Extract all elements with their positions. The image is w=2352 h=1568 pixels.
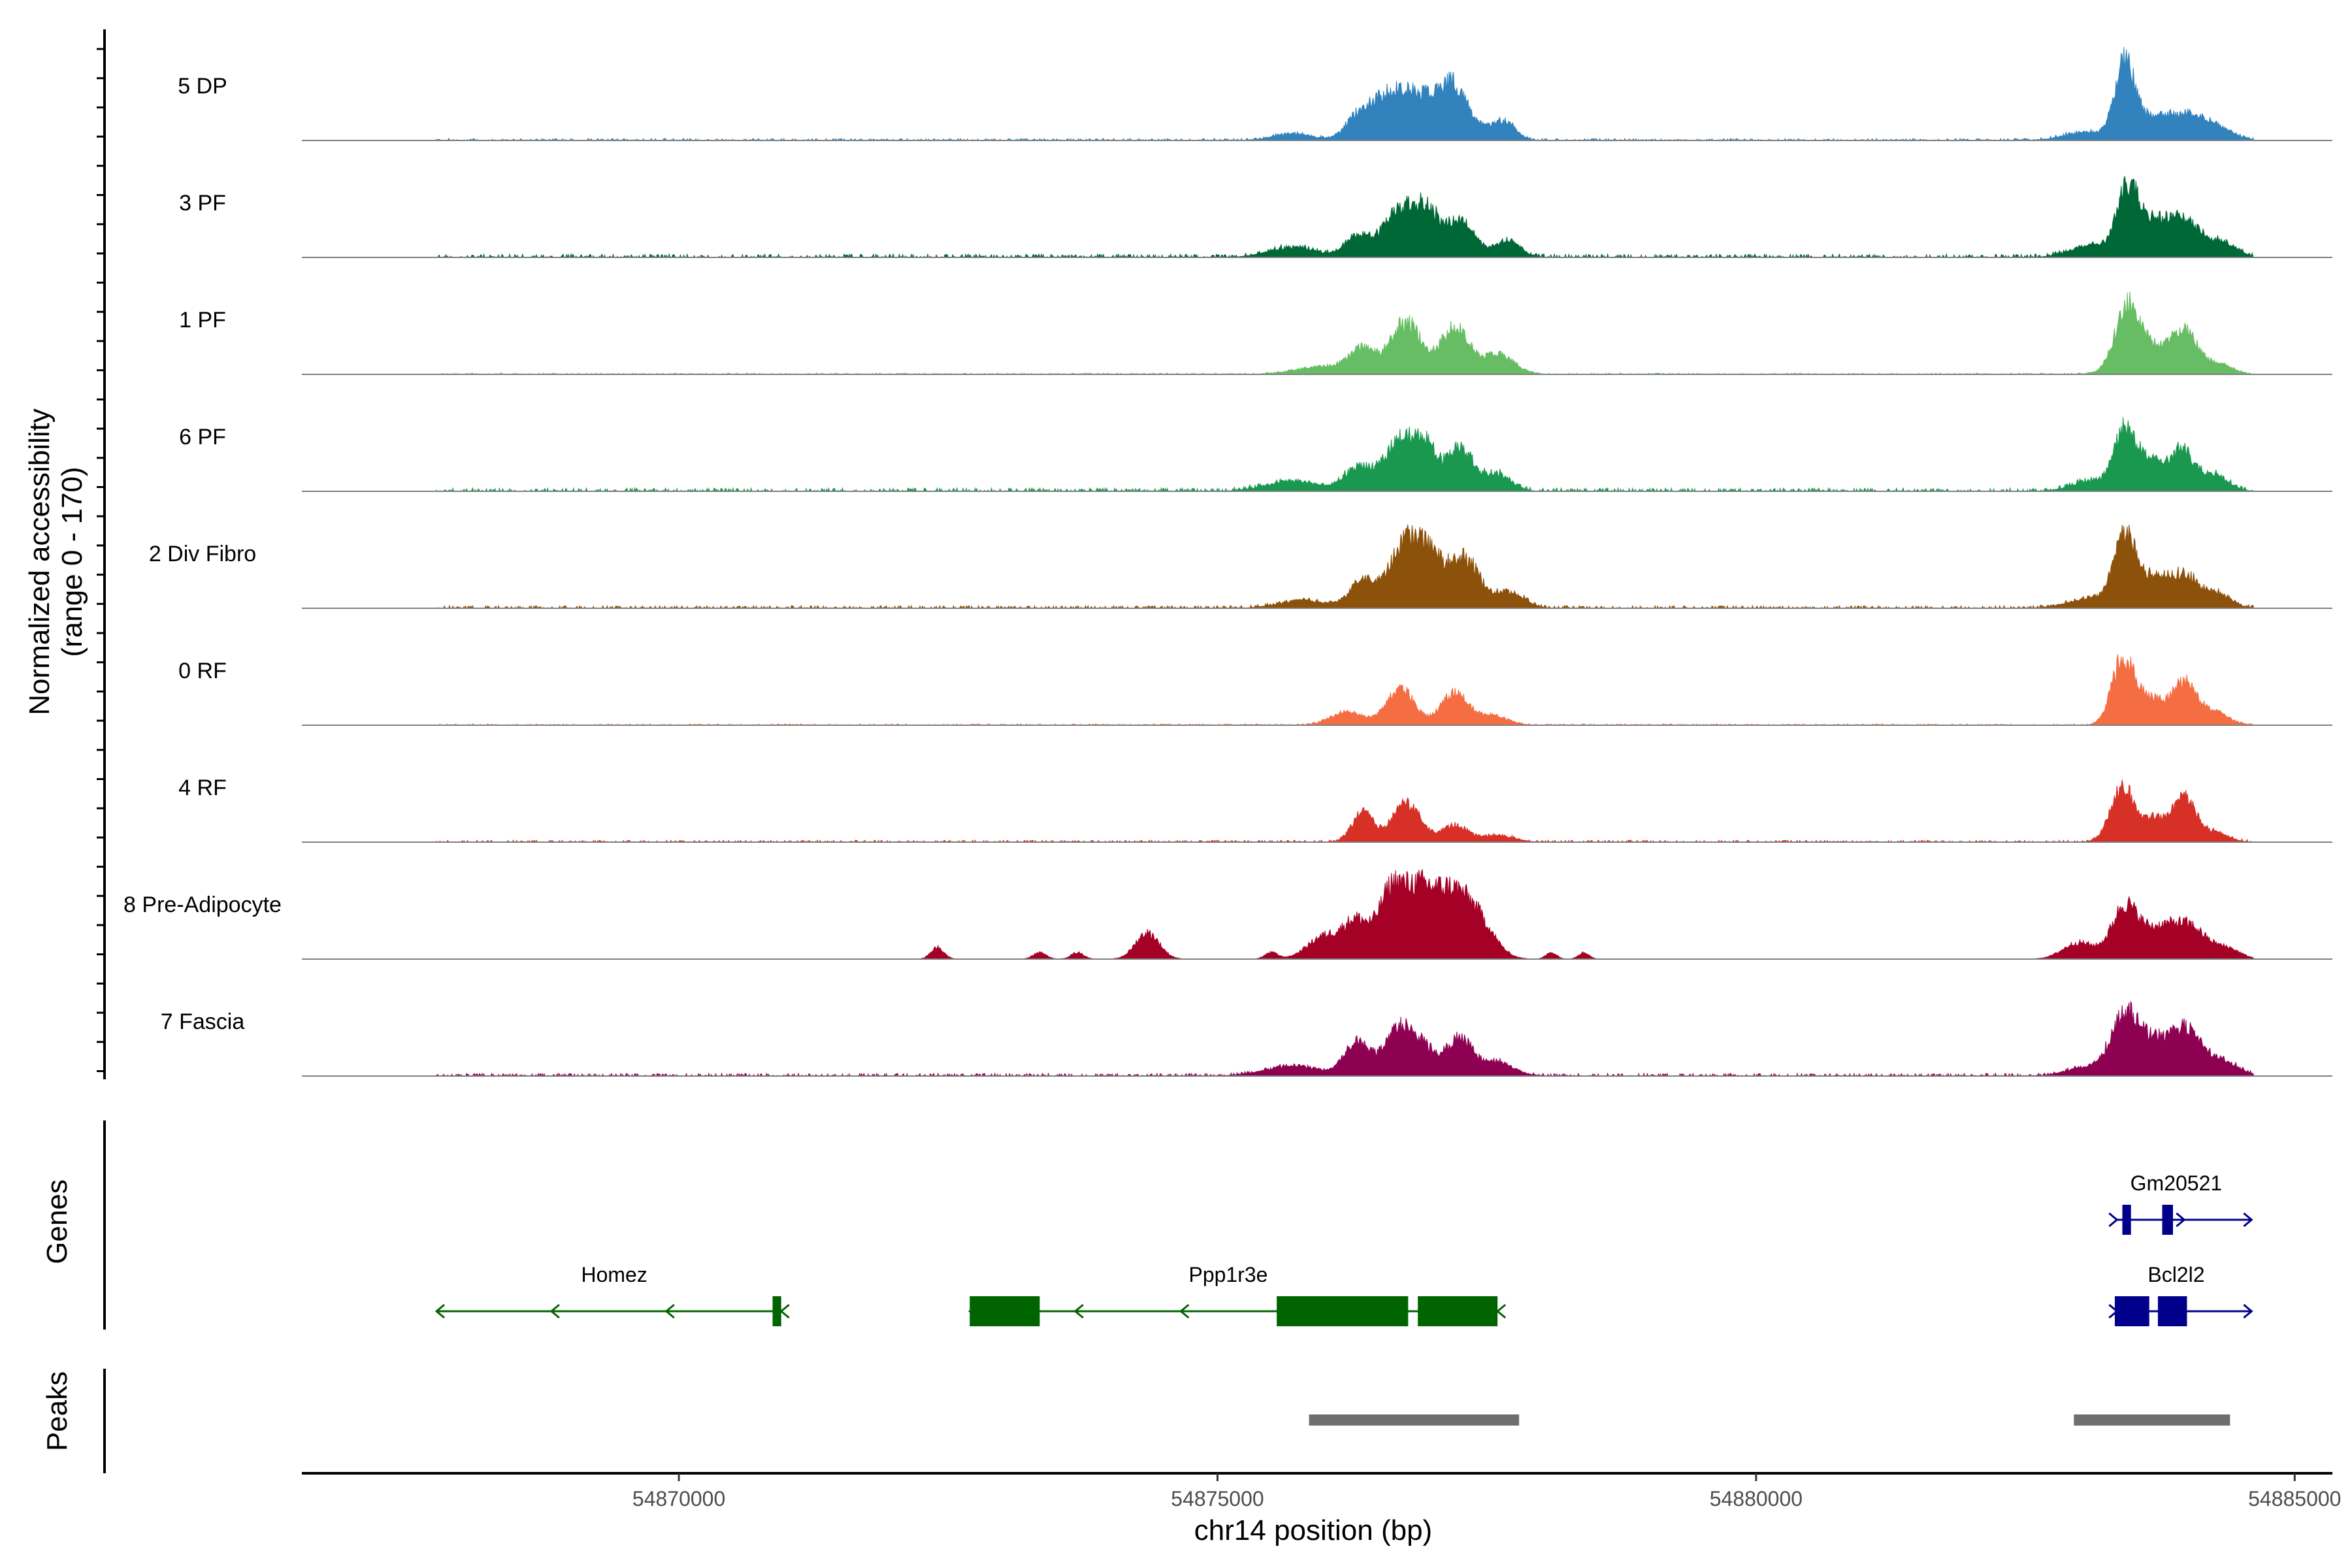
strand-arrow: [2108, 1212, 2119, 1228]
strand-arrow: [664, 1303, 675, 1319]
y-axis-subtitle: (range 0 - 170): [56, 466, 88, 657]
exon: [970, 1296, 1040, 1326]
strand-arrow: [1495, 1303, 1507, 1319]
peaks-track-label: Peaks: [41, 1371, 73, 1451]
strand-arrow: [2243, 1212, 2253, 1228]
peak-region: [2074, 1414, 2230, 1426]
coverage-area: [436, 654, 2254, 726]
x-tick-label: 54870000: [632, 1487, 725, 1511]
strand-arrow: [549, 1303, 560, 1319]
exon: [2122, 1205, 2131, 1235]
strand-arrow: [1179, 1303, 1190, 1319]
left-axis-group: [97, 29, 106, 1473]
track-label: 4 RF: [178, 776, 227, 800]
coverage-area: [436, 46, 2255, 142]
coverage-area: [436, 868, 2255, 960]
exon: [2162, 1205, 2173, 1235]
track-label: 0 RF: [178, 659, 227, 683]
track-3-pf: 3 PF: [179, 176, 2332, 259]
gene-ppp1r3e: Ppp1r3e: [968, 1263, 1507, 1326]
track-4-rf: 4 RF: [178, 776, 2332, 843]
track-0-rf: 0 RF: [178, 654, 2332, 726]
track-7-fascia: 7 Fascia: [161, 1001, 2332, 1077]
x-axis-title: chr14 position (bp): [1194, 1514, 1432, 1546]
genes-track: Homez Ppp1r3e Gm20521 Bcl2l2: [434, 1171, 2253, 1326]
track-6-pf: 6 PF: [179, 417, 2332, 493]
track-label: 5 DP: [178, 74, 227, 99]
exon: [2114, 1296, 2149, 1326]
strand-arrow: [1073, 1303, 1084, 1319]
exon: [1418, 1296, 1498, 1326]
gene-homez: Homez: [434, 1263, 790, 1326]
gene-label: Gm20521: [2131, 1171, 2223, 1195]
gene-bcl2l2: Bcl2l2: [2108, 1263, 2253, 1326]
strand-arrow: [434, 1303, 446, 1319]
track-label: 3 PF: [179, 191, 226, 216]
exon: [1277, 1296, 1409, 1326]
track-label: 6 PF: [179, 425, 226, 449]
track-5-dp: 5 DP: [178, 46, 2332, 142]
gene-label: Homez: [581, 1263, 647, 1286]
track-label: 8 Pre-Adipocyte: [123, 892, 282, 917]
y-axis-title: Normalized accessibility: [24, 408, 56, 715]
gene-label: Ppp1r3e: [1188, 1263, 1267, 1286]
track-2-div-fibro: 2 Div Fibro: [149, 524, 2332, 610]
coverage-area: [436, 176, 2255, 259]
x-tick-label: 54875000: [1171, 1487, 1264, 1511]
x-axis: 54870000 54875000 54880000 54885000: [302, 1472, 2341, 1511]
x-tick-label: 54885000: [2248, 1487, 2341, 1511]
strand-arrow: [2243, 1303, 2253, 1319]
track-label: 7 Fascia: [161, 1009, 245, 1034]
x-tick-label: 54880000: [1710, 1487, 1803, 1511]
track-8-pre-adipocyte: 8 Pre-Adipocyte: [123, 868, 2332, 960]
track-label: 2 Div Fibro: [149, 542, 256, 566]
gene-label: Bcl2l2: [2148, 1263, 2204, 1286]
coverage-area: [436, 1001, 2255, 1077]
peaks-track: [1309, 1414, 2230, 1426]
strand-arrow: [2176, 1212, 2186, 1228]
coverage-area: [435, 524, 2255, 610]
coverage-area: [436, 779, 2254, 843]
exon: [772, 1296, 781, 1326]
track-1-pf: 1 PF: [179, 291, 2332, 375]
peak-region: [1309, 1414, 1520, 1426]
coverage-area: [436, 291, 2255, 375]
coverage-area: [436, 417, 2254, 493]
track-label: 1 PF: [179, 308, 226, 333]
genes-track-label: Genes: [41, 1179, 73, 1264]
coverage-tracks: 5 DP 3 PF 1 PF 6 PF 2 Div Fibro 0 RF 4 RF 8 Pre…: [123, 46, 2332, 1077]
strand-arrow: [779, 1303, 790, 1319]
gene-gm20521: Gm20521: [2108, 1171, 2253, 1235]
exon: [2157, 1296, 2187, 1326]
